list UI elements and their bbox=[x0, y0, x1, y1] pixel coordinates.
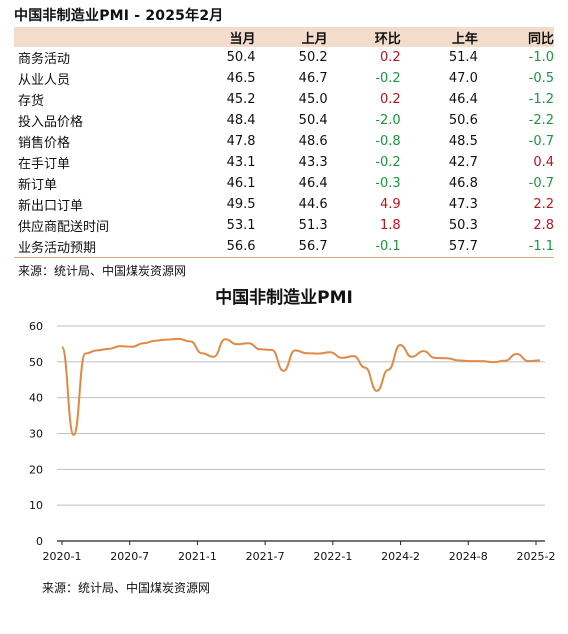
row-yoy: -1.2 bbox=[528, 92, 554, 107]
header-mom: 环比 bbox=[374, 31, 401, 47]
row-yoy: -0.5 bbox=[528, 71, 554, 86]
page-title: 中国非制造业PMI - 2025年2月 bbox=[14, 8, 224, 24]
table-header-row: 当月 上月 环比 上年 同比 bbox=[14, 27, 554, 47]
row-previous: 46.7 bbox=[298, 71, 328, 86]
row-name: 新订单 bbox=[18, 178, 58, 193]
table-row: 新出口订单 49.5 44.6 4.9 47.3 2.2 bbox=[14, 194, 554, 215]
row-current: 45.2 bbox=[226, 92, 256, 107]
row-yoy: -1.1 bbox=[477, 236, 554, 258]
x-tick-label: 2024-8 bbox=[449, 550, 488, 563]
row-mom: 1.8 bbox=[380, 218, 401, 233]
row-last-year: 47.3 bbox=[448, 197, 478, 212]
x-tick-label: 2020-1 bbox=[43, 550, 82, 563]
row-current: 53.1 bbox=[226, 218, 256, 233]
row-last-year: 46.4 bbox=[448, 92, 478, 107]
header-yoy: 同比 bbox=[527, 31, 554, 47]
header-previous: 上月 bbox=[301, 31, 328, 47]
row-previous: 44.6 bbox=[298, 197, 328, 212]
row-yoy: -1.0 bbox=[528, 50, 554, 65]
row-previous: 48.6 bbox=[298, 134, 328, 149]
x-tick-label: 2024-2 bbox=[381, 550, 420, 563]
row-previous: 50.4 bbox=[298, 113, 328, 128]
row-last-year: 47.0 bbox=[448, 71, 478, 86]
y-tick-label: 0 bbox=[36, 535, 43, 548]
row-name: 销售价格 bbox=[18, 136, 71, 151]
row-yoy: -2.2 bbox=[528, 113, 554, 128]
x-tick-label: 2021-1 bbox=[178, 550, 217, 563]
row-current: 43.1 bbox=[226, 155, 256, 170]
row-last-year: 50.6 bbox=[448, 113, 478, 128]
row-mom: 0.2 bbox=[380, 92, 401, 107]
x-tick-label: 2021-7 bbox=[246, 550, 285, 563]
row-current: 48.4 bbox=[226, 113, 256, 128]
row-last-year: 48.5 bbox=[448, 134, 478, 149]
table-row: 供应商配送时间 53.1 51.3 1.8 50.3 2.8 bbox=[14, 215, 554, 236]
row-yoy: 2.2 bbox=[533, 197, 554, 212]
table-row: 存货 45.2 45.0 0.2 46.4 -1.2 bbox=[14, 89, 554, 110]
row-yoy: -0.7 bbox=[528, 134, 554, 149]
row-mom: -0.3 bbox=[375, 176, 401, 191]
y-tick-label: 30 bbox=[29, 428, 43, 441]
x-tick-label: 2022-1 bbox=[313, 550, 352, 563]
row-current: 49.5 bbox=[226, 197, 256, 212]
table-row: 在手订单 43.1 43.3 -0.2 42.7 0.4 bbox=[14, 152, 554, 173]
y-tick-label: 40 bbox=[29, 392, 43, 405]
row-name: 供应商配送时间 bbox=[18, 220, 110, 235]
row-mom: -0.8 bbox=[375, 134, 401, 149]
row-name: 新出口订单 bbox=[18, 199, 84, 214]
row-last-year: 57.7 bbox=[400, 236, 478, 258]
row-yoy: 2.8 bbox=[533, 218, 554, 233]
row-current: 56.6 bbox=[156, 236, 256, 258]
row-mom: 0.2 bbox=[380, 50, 401, 65]
chart-title: 中国非制造业PMI bbox=[215, 288, 353, 308]
row-last-year: 50.3 bbox=[448, 218, 478, 233]
row-previous: 43.3 bbox=[298, 155, 328, 170]
row-yoy: -0.7 bbox=[528, 176, 554, 191]
row-name: 投入品价格 bbox=[18, 115, 84, 130]
x-tick-label: 2025-2 bbox=[517, 550, 556, 563]
row-previous: 51.3 bbox=[298, 218, 328, 233]
row-mom: -0.2 bbox=[375, 71, 401, 86]
row-name: 从业人员 bbox=[18, 73, 71, 88]
y-tick-label: 50 bbox=[29, 356, 43, 369]
row-previous: 50.2 bbox=[298, 50, 328, 65]
y-tick-label: 60 bbox=[29, 320, 43, 333]
row-current: 46.5 bbox=[226, 71, 256, 86]
row-name: 在手订单 bbox=[18, 157, 71, 172]
source-note-bottom: 来源：统计局、中国煤炭资源网 bbox=[42, 581, 211, 595]
pmi-table: 当月 上月 环比 上年 同比 商务活动 50.4 50.2 0.2 51.4 -1.0 从业… bbox=[14, 27, 554, 258]
series-line bbox=[61, 337, 541, 436]
row-last-year: 42.7 bbox=[448, 155, 478, 170]
row-previous: 45.0 bbox=[298, 92, 328, 107]
row-mom: -0.2 bbox=[375, 155, 401, 170]
row-previous: 46.4 bbox=[298, 176, 328, 191]
header-last-year: 上年 bbox=[451, 31, 478, 47]
row-last-year: 51.4 bbox=[448, 50, 478, 65]
row-previous: 56.7 bbox=[255, 236, 328, 258]
row-last-year: 46.8 bbox=[448, 176, 478, 191]
table-row: 商务活动 50.4 50.2 0.2 51.4 -1.0 bbox=[14, 47, 554, 68]
row-name: 业务活动预期 bbox=[14, 236, 157, 258]
row-mom: 4.9 bbox=[380, 197, 401, 212]
row-current: 46.1 bbox=[226, 176, 256, 191]
y-tick-label: 10 bbox=[29, 499, 43, 512]
table-row: 销售价格 47.8 48.6 -0.8 48.5 -0.7 bbox=[14, 131, 554, 152]
x-tick-label: 2020-7 bbox=[110, 550, 149, 563]
table-row: 投入品价格 48.4 50.4 -2.0 50.6 -2.2 bbox=[14, 110, 554, 131]
row-yoy: 0.4 bbox=[533, 155, 554, 170]
table-row: 业务活动预期 56.6 56.7 -0.1 57.7 -1.1 bbox=[14, 236, 554, 258]
header-current: 当月 bbox=[229, 31, 256, 47]
row-name: 商务活动 bbox=[18, 52, 71, 67]
header-name bbox=[14, 27, 156, 47]
source-note-top: 来源：统计局、中国煤炭资源网 bbox=[18, 264, 187, 278]
pmi-line-chart: 0 10 20 30 40 50 60 2020-1 2020-7 2021-1 2021-7 202… bbox=[29, 320, 556, 563]
row-mom: -2.0 bbox=[375, 113, 401, 128]
y-tick-label: 20 bbox=[29, 463, 43, 476]
row-current: 47.8 bbox=[226, 134, 256, 149]
row-current: 50.4 bbox=[226, 50, 256, 65]
table-row: 从业人员 46.5 46.7 -0.2 47.0 -0.5 bbox=[14, 68, 554, 89]
table-row: 新订单 46.1 46.4 -0.3 46.8 -0.7 bbox=[14, 173, 554, 194]
row-name: 存货 bbox=[18, 94, 45, 109]
row-mom: -0.1 bbox=[327, 236, 401, 258]
